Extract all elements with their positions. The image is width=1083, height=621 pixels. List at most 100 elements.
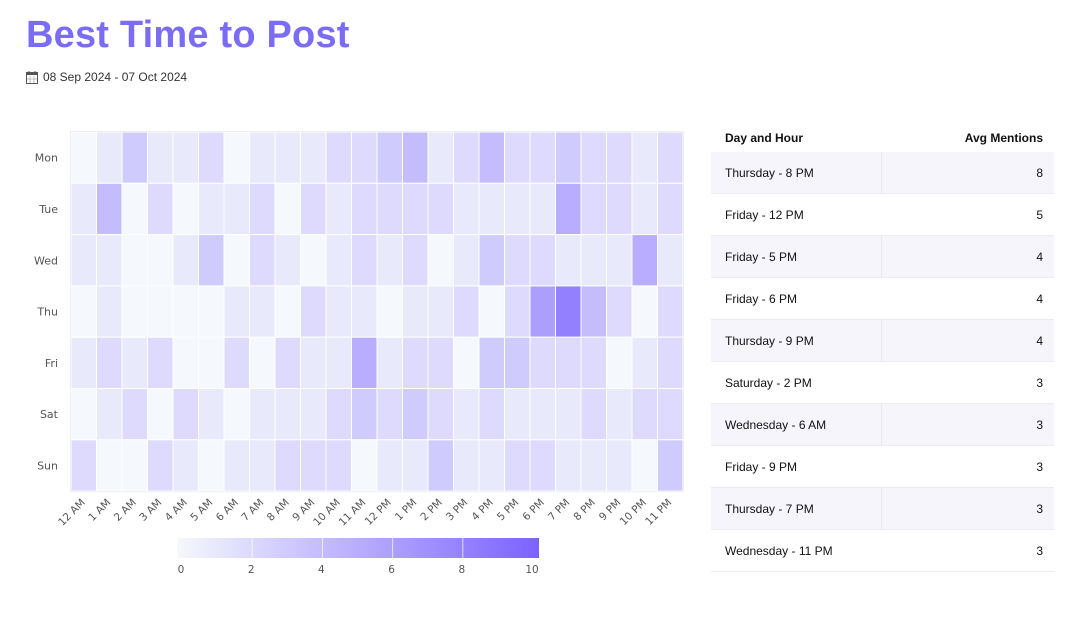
heatmap-cell[interactable] <box>147 336 174 389</box>
heatmap-cell[interactable] <box>580 336 607 389</box>
heatmap-cell[interactable] <box>606 285 633 338</box>
heatmap-cell[interactable] <box>300 234 327 287</box>
heatmap-cell[interactable] <box>147 131 174 184</box>
heatmap-cell[interactable] <box>121 234 148 287</box>
heatmap-cell[interactable] <box>555 285 582 338</box>
heatmap-cell[interactable] <box>274 336 301 389</box>
heatmap-cell[interactable] <box>223 182 250 236</box>
heatmap-cell[interactable] <box>453 336 480 389</box>
heatmap-cell[interactable] <box>402 182 429 236</box>
heatmap-cell[interactable] <box>249 131 276 184</box>
heatmap-cell[interactable] <box>249 234 276 287</box>
heatmap-cell[interactable] <box>657 336 684 389</box>
heatmap-cell[interactable] <box>504 388 531 441</box>
heatmap-cell[interactable] <box>504 182 531 236</box>
heatmap-cell[interactable] <box>555 234 582 287</box>
col-day-hour-header[interactable]: Day and Hour <box>725 131 804 145</box>
heatmap-cell[interactable] <box>529 439 556 492</box>
heatmap-cell[interactable] <box>504 336 531 389</box>
heatmap-cell[interactable] <box>249 336 276 389</box>
heatmap-cell[interactable] <box>274 182 301 236</box>
heatmap-cell[interactable] <box>172 285 199 338</box>
heatmap-cell[interactable] <box>198 336 225 389</box>
heatmap-cell[interactable] <box>70 336 97 389</box>
heatmap-cell[interactable] <box>274 439 301 492</box>
heatmap-cell[interactable] <box>300 131 327 184</box>
date-range[interactable]: 08 Sep 2024 - 07 Oct 2024 <box>26 70 187 84</box>
heatmap-cell[interactable] <box>427 234 454 287</box>
heatmap-cell[interactable] <box>300 182 327 236</box>
heatmap-cell[interactable] <box>198 131 225 184</box>
heatmap-cell[interactable] <box>223 336 250 389</box>
heatmap-cell[interactable] <box>198 439 225 492</box>
heatmap-cell[interactable] <box>121 336 148 389</box>
heatmap-cell[interactable] <box>504 234 531 287</box>
heatmap-cell[interactable] <box>453 439 480 492</box>
col-avg-mentions-header[interactable]: Avg Mentions <box>964 131 1043 145</box>
heatmap-cell[interactable] <box>555 131 582 184</box>
heatmap-cell[interactable] <box>504 131 531 184</box>
heatmap-cell[interactable] <box>351 388 378 441</box>
heatmap-cell[interactable] <box>529 388 556 441</box>
heatmap-cell[interactable] <box>274 131 301 184</box>
heatmap-cell[interactable] <box>172 182 199 236</box>
heatmap-cell[interactable] <box>427 336 454 389</box>
heatmap-cell[interactable] <box>325 285 352 338</box>
heatmap-cell[interactable] <box>478 439 505 492</box>
heatmap-cell[interactable] <box>351 234 378 287</box>
heatmap-cell[interactable] <box>300 336 327 389</box>
heatmap-cell[interactable] <box>402 285 429 338</box>
heatmap-cell[interactable] <box>478 285 505 338</box>
heatmap-cell[interactable] <box>70 131 97 184</box>
heatmap-cell[interactable] <box>606 336 633 389</box>
heatmap-cell[interactable] <box>325 439 352 492</box>
heatmap-cell[interactable] <box>402 336 429 389</box>
heatmap-cell[interactable] <box>606 388 633 441</box>
heatmap-cell[interactable] <box>96 182 123 236</box>
heatmap-cell[interactable] <box>631 131 658 184</box>
heatmap-cell[interactable] <box>325 234 352 287</box>
heatmap-cell[interactable] <box>478 182 505 236</box>
heatmap-cell[interactable] <box>70 388 97 441</box>
heatmap-cell[interactable] <box>274 234 301 287</box>
heatmap-cell[interactable] <box>147 285 174 338</box>
heatmap-cell[interactable] <box>223 131 250 184</box>
heatmap-cell[interactable] <box>121 131 148 184</box>
heatmap-cell[interactable] <box>631 388 658 441</box>
heatmap-cell[interactable] <box>580 131 607 184</box>
heatmap-cell[interactable] <box>453 182 480 236</box>
heatmap-cell[interactable] <box>606 234 633 287</box>
heatmap-cell[interactable] <box>657 388 684 441</box>
heatmap-cell[interactable] <box>529 336 556 389</box>
heatmap-cell[interactable] <box>172 439 199 492</box>
heatmap-cell[interactable] <box>657 182 684 236</box>
heatmap-cell[interactable] <box>606 439 633 492</box>
heatmap-cell[interactable] <box>657 439 684 492</box>
heatmap-cell[interactable] <box>478 234 505 287</box>
heatmap-cell[interactable] <box>376 285 403 338</box>
heatmap-cell[interactable] <box>121 285 148 338</box>
heatmap-cell[interactable] <box>631 439 658 492</box>
heatmap-cell[interactable] <box>580 388 607 441</box>
heatmap-cell[interactable] <box>478 388 505 441</box>
heatmap-cell[interactable] <box>402 131 429 184</box>
heatmap-cell[interactable] <box>453 131 480 184</box>
heatmap-cell[interactable] <box>631 285 658 338</box>
heatmap-cell[interactable] <box>325 388 352 441</box>
heatmap-cell[interactable] <box>198 285 225 338</box>
heatmap-cell[interactable] <box>96 234 123 287</box>
heatmap-cell[interactable] <box>376 388 403 441</box>
heatmap-cell[interactable] <box>555 182 582 236</box>
heatmap-cell[interactable] <box>96 285 123 338</box>
heatmap-cell[interactable] <box>70 285 97 338</box>
heatmap-cell[interactable] <box>351 131 378 184</box>
heatmap-cell[interactable] <box>274 285 301 338</box>
heatmap-cell[interactable] <box>376 234 403 287</box>
heatmap-cell[interactable] <box>376 336 403 389</box>
heatmap-cell[interactable] <box>198 234 225 287</box>
heatmap-cell[interactable] <box>376 439 403 492</box>
heatmap-cell[interactable] <box>351 439 378 492</box>
heatmap-cell[interactable] <box>478 131 505 184</box>
heatmap-cell[interactable] <box>198 388 225 441</box>
heatmap-cell[interactable] <box>580 439 607 492</box>
